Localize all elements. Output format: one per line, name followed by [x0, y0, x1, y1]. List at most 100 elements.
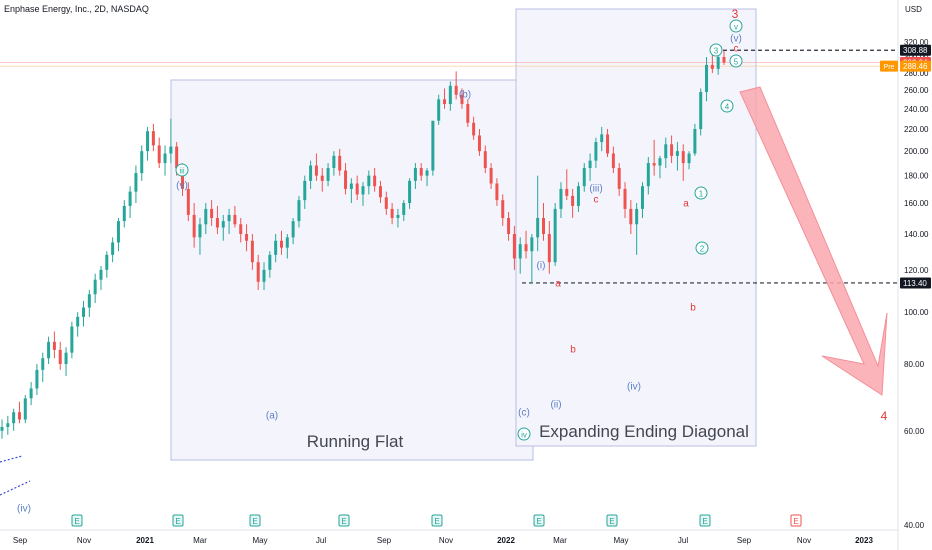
candle-body: [629, 208, 633, 225]
candle-body: [553, 208, 557, 263]
candle-body: [122, 205, 126, 222]
candle-body: [64, 352, 68, 364]
x-tick-label: 2023: [855, 536, 873, 545]
wave-labels: (iv)iii(v)(a)(b)(c)iv(i)(ii)abc(iii)(iv)…: [17, 7, 888, 515]
candle-body: [425, 170, 429, 176]
price-levels: [0, 49, 898, 284]
candle-body: [617, 168, 621, 189]
x-tick-label: Mar: [553, 536, 567, 545]
earnings-marker-label: E: [175, 517, 180, 526]
candle-body: [35, 369, 39, 389]
wave-label: (iv): [627, 382, 641, 393]
earnings-marker: [431, 514, 443, 527]
candle-body: [710, 64, 714, 69]
candle-body: [361, 186, 365, 195]
candle-body: [547, 234, 551, 263]
currency-label: USD: [905, 5, 922, 14]
candle-body: [588, 160, 592, 169]
candle-body: [454, 85, 458, 95]
candle-body: [23, 398, 27, 420]
candle-body: [309, 165, 313, 181]
candle-body: [297, 200, 301, 222]
wave-label: (iv): [17, 504, 31, 515]
price-axis-bg: [898, 0, 932, 550]
candle-body: [239, 224, 243, 235]
candle-body: [571, 195, 575, 206]
down-arrow-shape: [739, 86, 888, 396]
earnings-marker: [249, 514, 261, 527]
candle-body: [52, 341, 56, 350]
candle-body: [431, 120, 435, 171]
wave-label: 4: [881, 409, 888, 423]
x-tick-label: May: [252, 536, 267, 545]
earnings-marker: [338, 514, 350, 527]
candle-body: [501, 200, 505, 218]
price-axis[interactable]: USD320.00300.00280.00260.00240.00220.002…: [897, 0, 932, 550]
annotation-box: [515, 8, 757, 447]
candle-body: [600, 134, 604, 143]
projection-arrow: [739, 86, 888, 396]
candle-body: [512, 234, 516, 259]
y-tick-label: 80.00: [904, 360, 925, 369]
wave-label: (a): [266, 411, 278, 422]
earnings-marker: [790, 514, 802, 527]
earnings-marker-label: E: [341, 517, 346, 526]
wave-label: iv: [521, 431, 527, 440]
channel-line: [0, 480, 31, 496]
candle-body: [390, 208, 394, 218]
wave-label: (b): [459, 90, 471, 101]
candle-body: [233, 214, 237, 225]
y-tick-label: 160.00: [904, 199, 929, 208]
earnings-marker: [172, 514, 184, 527]
wave-label: b: [690, 303, 696, 314]
x-tick-label: Jul: [316, 536, 326, 545]
y-tick-label: 180.00: [904, 172, 929, 181]
candle-body: [169, 146, 173, 154]
wave-label: v: [734, 23, 738, 32]
candle-body: [210, 208, 214, 218]
candle-body: [47, 341, 51, 359]
candle-body: [413, 168, 417, 181]
wave-label-circle: [175, 163, 189, 177]
wave-label: c: [594, 195, 599, 206]
y-tick-label: 140.00: [904, 230, 929, 239]
candle-body: [402, 203, 406, 215]
y-tick-label: 320.00: [904, 38, 929, 47]
candle-body: [355, 183, 359, 195]
earnings-marker-label: E: [434, 517, 439, 526]
candle-body: [140, 151, 144, 174]
annotation-box: [170, 79, 534, 461]
candle-body: [134, 173, 138, 192]
candle-body: [687, 153, 691, 164]
candle-body: [472, 122, 476, 136]
x-tick-label: Nov: [77, 536, 91, 545]
candle-body: [175, 146, 179, 169]
candle-body: [483, 151, 487, 169]
price-tag-value: 113.40: [903, 279, 927, 288]
wave-label-circle: [517, 427, 531, 441]
candle-body: [41, 358, 45, 370]
candle-body: [658, 158, 662, 166]
wave-label-circle: [720, 99, 734, 113]
x-tick-label: Jul: [678, 536, 688, 545]
wave-label: 2: [700, 245, 705, 254]
candle-body: [221, 221, 225, 228]
candle-body: [559, 188, 563, 209]
candle-body: [460, 94, 464, 105]
y-tick-label: 200.00: [904, 147, 929, 156]
candle-body: [116, 221, 120, 243]
time-axis[interactable]: Sep Nov 2021 Mar May Jul Sep Nov 2022 Mar May Jul Se…: [0, 529, 898, 545]
wave-label: b: [570, 345, 576, 356]
candle-body: [419, 168, 423, 176]
x-tick-label: May: [613, 536, 628, 545]
candle-body: [338, 155, 342, 171]
candle-body: [192, 214, 196, 238]
candle-body: [268, 254, 272, 270]
candle-body: [314, 165, 318, 176]
candle-body: [181, 168, 184, 189]
candle-body: [17, 412, 21, 420]
candle-body: [262, 269, 266, 282]
earnings-marker-label: E: [74, 517, 79, 526]
earnings-marker-label: E: [793, 517, 798, 526]
